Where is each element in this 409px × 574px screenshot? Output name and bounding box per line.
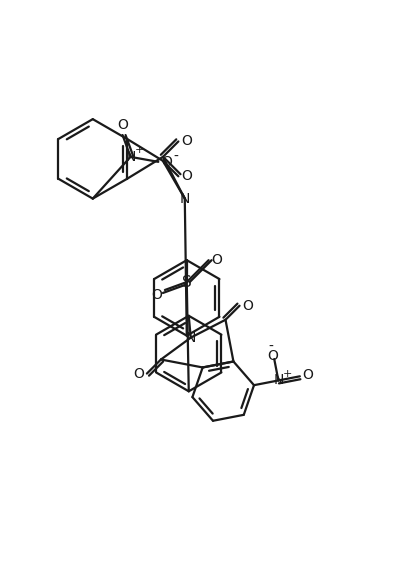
Text: O: O <box>133 367 144 381</box>
Text: O: O <box>117 118 128 132</box>
Text: N: N <box>272 374 283 387</box>
Text: O: O <box>180 169 191 183</box>
Text: +: + <box>282 369 291 378</box>
Text: O: O <box>180 134 191 149</box>
Text: N: N <box>125 150 135 164</box>
Text: O: O <box>241 298 252 313</box>
Text: S: S <box>182 274 191 289</box>
Text: O: O <box>267 349 277 363</box>
Text: -: - <box>173 150 178 164</box>
Text: N: N <box>179 192 189 205</box>
Text: O: O <box>151 288 162 302</box>
Text: O: O <box>160 155 171 169</box>
Text: O: O <box>211 253 221 267</box>
Text: N: N <box>185 331 196 344</box>
Text: +: + <box>135 145 144 155</box>
Text: -: - <box>268 339 273 354</box>
Text: O: O <box>301 368 312 382</box>
